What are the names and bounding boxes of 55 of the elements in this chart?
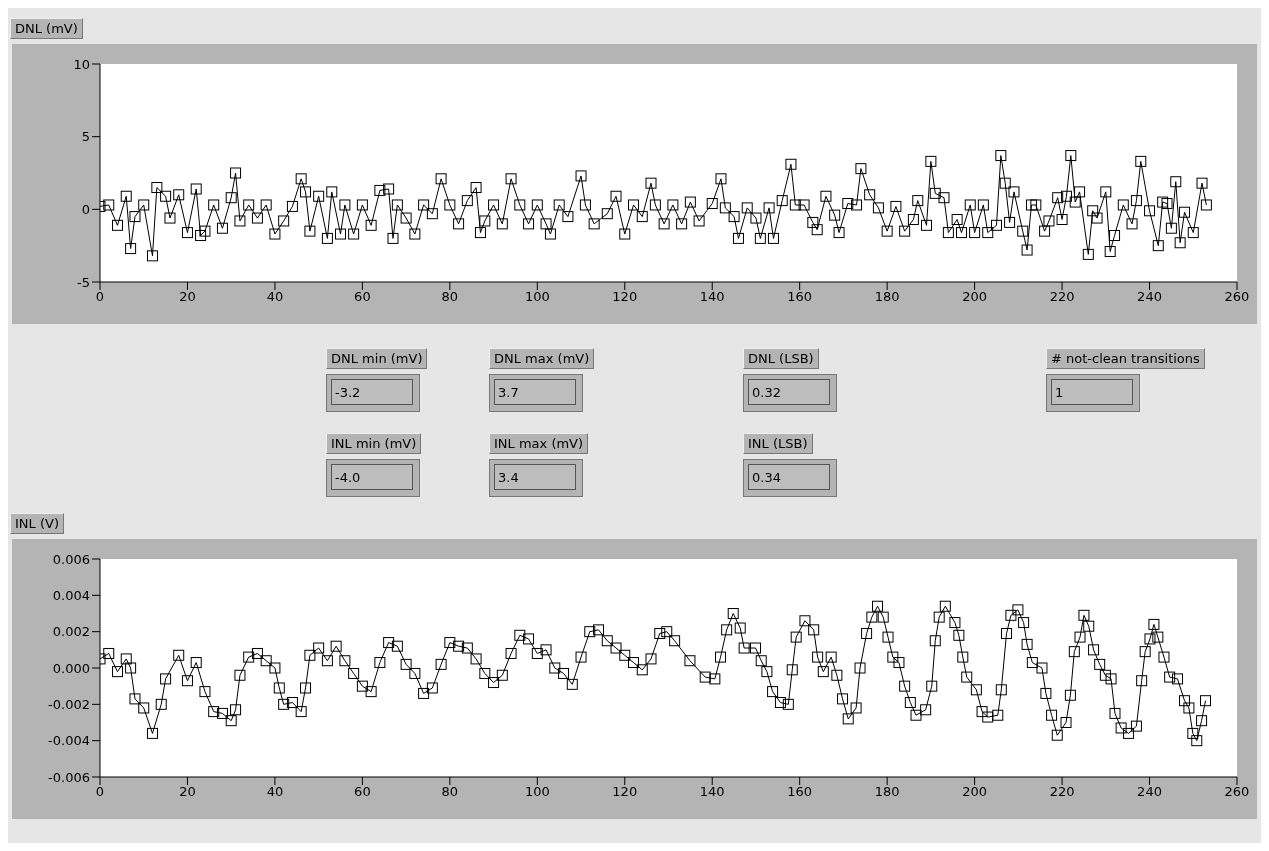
x-tick-label: 200 bbox=[962, 784, 988, 800]
x-tick-label: 120 bbox=[612, 784, 638, 800]
x-tick-label: 160 bbox=[787, 289, 813, 305]
x-tick-label: 60 bbox=[354, 289, 371, 305]
text: 3.4 bbox=[494, 464, 576, 490]
x-tick-label: 220 bbox=[1049, 289, 1075, 305]
y-tick-label: -5 bbox=[77, 274, 90, 290]
text: 0.34 bbox=[748, 464, 830, 490]
x-tick-label: 240 bbox=[1137, 289, 1162, 305]
text: 1 bbox=[1051, 379, 1133, 405]
x-tick-label: 0 bbox=[95, 784, 105, 800]
y-tick-label: 0.000 bbox=[52, 660, 90, 676]
x-tick-label: 180 bbox=[874, 289, 900, 305]
x-tick-label: 140 bbox=[699, 784, 725, 800]
x-tick-label: 0 bbox=[95, 289, 105, 305]
chart-title: DNL (mV) bbox=[10, 18, 83, 39]
text: INL min (mV) bbox=[326, 433, 422, 454]
x-tick-label: 20 bbox=[179, 784, 196, 800]
x-tick-label: 60 bbox=[354, 784, 371, 800]
x-tick-label: 80 bbox=[441, 289, 459, 305]
chart-title: INL (V) bbox=[10, 513, 64, 534]
x-tick-label: 120 bbox=[612, 289, 638, 305]
text: DNL (LSB) bbox=[743, 348, 819, 369]
x-tick-label: 40 bbox=[266, 784, 284, 800]
text: 0.32 bbox=[748, 379, 830, 405]
x-tick-label: 80 bbox=[441, 784, 459, 800]
x-tick-label: 240 bbox=[1137, 784, 1162, 800]
x-tick-label: 260 bbox=[1224, 784, 1250, 800]
x-tick-label: 220 bbox=[1049, 784, 1075, 800]
y-tick-label: 0.002 bbox=[52, 624, 90, 640]
y-tick-label: -0.004 bbox=[48, 733, 90, 749]
y-tick-label: 10 bbox=[73, 56, 90, 72]
text: DNL min (mV) bbox=[326, 348, 428, 369]
x-tick-label: 260 bbox=[1224, 289, 1250, 305]
text: # not-clean transitions bbox=[1046, 348, 1205, 369]
y-tick-label: 0 bbox=[81, 201, 90, 217]
y-tick-label: 0.006 bbox=[52, 551, 90, 567]
y-tick-label: 0.004 bbox=[52, 587, 90, 603]
text: -3.2 bbox=[331, 379, 413, 405]
x-tick-label: 200 bbox=[962, 289, 988, 305]
x-tick-label: 20 bbox=[179, 289, 196, 305]
x-tick-label: 140 bbox=[699, 289, 725, 305]
text: INL (LSB) bbox=[743, 433, 813, 454]
x-tick-label: 100 bbox=[524, 784, 550, 800]
text: 3.7 bbox=[494, 379, 576, 405]
y-tick-label: -0.002 bbox=[48, 696, 90, 712]
x-tick-label: 40 bbox=[266, 289, 284, 305]
y-tick-label: 5 bbox=[81, 129, 90, 145]
x-tick-label: 180 bbox=[874, 784, 900, 800]
text: -4.0 bbox=[331, 464, 413, 490]
x-tick-label: 100 bbox=[524, 289, 550, 305]
y-tick-label: -0.006 bbox=[48, 769, 90, 785]
x-tick-label: 160 bbox=[787, 784, 813, 800]
text: INL max (mV) bbox=[489, 433, 589, 454]
text: DNL max (mV) bbox=[489, 348, 595, 369]
